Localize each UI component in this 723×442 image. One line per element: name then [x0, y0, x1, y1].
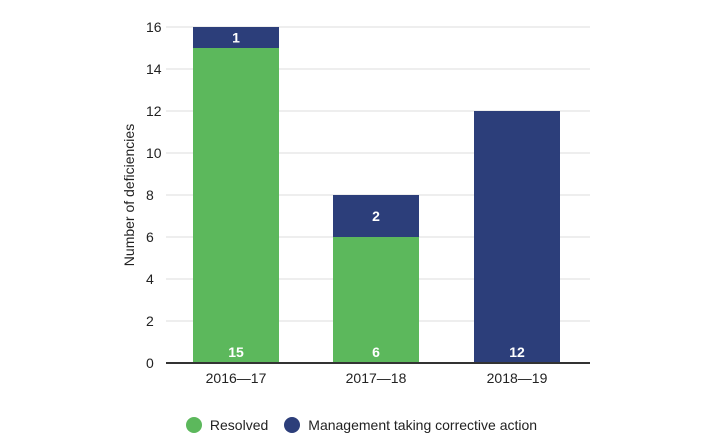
y-tick-label: 10 — [146, 145, 162, 161]
bar-segment — [193, 27, 279, 48]
legend-label-corrective-action: Management taking corrective action — [308, 417, 538, 433]
y-tick-label: 4 — [146, 271, 154, 287]
legend-label-resolved: Resolved — [209, 417, 269, 433]
bar-segment — [474, 111, 560, 363]
x-tick-label: 2016—17 — [206, 370, 267, 386]
y-tick-label: 0 — [146, 355, 154, 371]
data-labels: 15 1 6 2 12 — [228, 30, 525, 361]
data-label: 2 — [372, 208, 380, 224]
bars — [193, 27, 560, 363]
x-tick-label: 2018—19 — [487, 370, 548, 386]
legend: Resolved Management taking corrective ac… — [0, 414, 723, 436]
data-label: 15 — [228, 344, 244, 360]
y-axis-label: Number of deficiencies — [121, 124, 137, 266]
legend-swatch-corrective-action — [284, 417, 301, 433]
legend-item-corrective-action: Management taking corrective action — [284, 417, 537, 433]
y-tick-label: 8 — [146, 187, 154, 203]
bar-segment — [333, 237, 419, 363]
legend-swatch-resolved — [185, 417, 202, 433]
x-axis-ticks: 2016—17 2017—18 2018—19 — [206, 370, 548, 386]
y-axis-ticks: 0 2 4 6 8 10 12 14 16 — [146, 19, 162, 371]
y-tick-label: 2 — [146, 313, 154, 329]
bar-segment — [193, 48, 279, 363]
y-tick-label: 12 — [146, 103, 162, 119]
legend-item-resolved: Resolved — [185, 417, 269, 433]
x-tick-label: 2017—18 — [346, 370, 407, 386]
bar-segment — [333, 195, 419, 237]
data-label: 1 — [232, 30, 240, 46]
y-tick-label: 16 — [146, 19, 162, 35]
data-label: 12 — [509, 344, 525, 360]
data-label: 6 — [372, 344, 380, 360]
y-tick-label: 14 — [146, 61, 162, 77]
y-tick-label: 6 — [146, 229, 154, 245]
